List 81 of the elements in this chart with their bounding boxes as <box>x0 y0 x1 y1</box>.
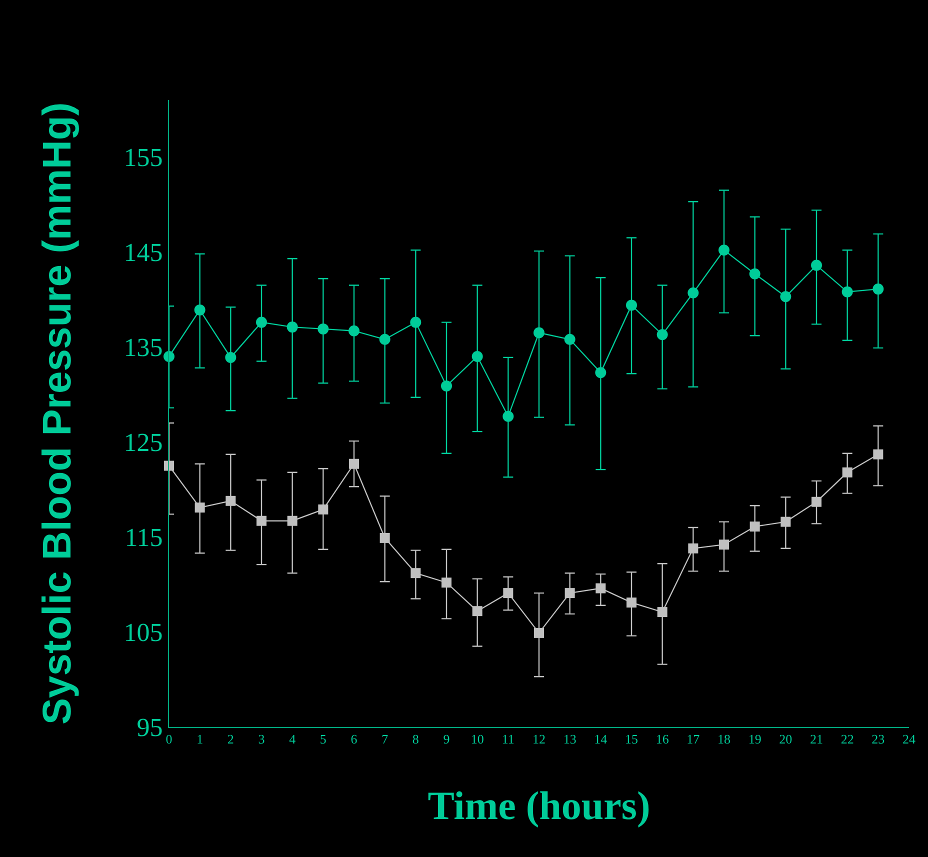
point <box>596 583 606 594</box>
point <box>811 260 822 271</box>
point <box>842 286 853 298</box>
x-tick-label: 0 <box>166 732 172 747</box>
y-tick-label: 105 <box>124 618 163 648</box>
point <box>164 460 174 471</box>
point <box>194 502 205 513</box>
x-tick-label: 23 <box>872 732 885 747</box>
y-tick-label: 135 <box>124 333 163 362</box>
point <box>410 316 422 328</box>
point <box>595 367 606 378</box>
x-tick-label: 10 <box>470 732 484 747</box>
y-tick-label: 95 <box>136 713 163 742</box>
x-tick-label: 8 <box>412 732 419 747</box>
point <box>719 540 729 550</box>
x-tick-label: 11 <box>502 732 514 747</box>
point <box>380 532 390 543</box>
point <box>688 287 699 298</box>
point <box>256 516 266 526</box>
x-tick-label: 6 <box>350 732 358 747</box>
point <box>812 496 822 507</box>
point <box>287 516 298 526</box>
point <box>780 516 791 527</box>
point <box>441 380 452 392</box>
point <box>873 449 884 460</box>
x-tick-label: 18 <box>718 732 730 747</box>
point <box>379 334 390 345</box>
x-tick-label: 2 <box>227 732 234 747</box>
x-axis-title: Time (hours) <box>428 783 650 828</box>
y-tick-label: 145 <box>124 238 163 268</box>
point <box>226 496 236 506</box>
point <box>349 458 359 469</box>
point <box>626 300 637 311</box>
x-tick-label: 7 <box>382 732 389 747</box>
point <box>718 244 730 256</box>
point <box>410 568 421 578</box>
point <box>749 268 760 280</box>
y-axis-title: Systolic Blood Pressure (mmHg) <box>35 102 80 725</box>
x-tick-label: 21 <box>810 732 823 747</box>
y-tick-label: 125 <box>124 428 163 458</box>
point <box>442 578 452 588</box>
point <box>564 334 576 345</box>
point <box>534 327 544 338</box>
x-tick-label: 9 <box>443 732 450 747</box>
x-tick-label: 5 <box>320 732 326 747</box>
x-tick-label: 16 <box>656 732 670 747</box>
x-tick-label: 3 <box>258 732 265 747</box>
point <box>318 504 328 514</box>
point <box>225 352 236 363</box>
point <box>564 588 575 598</box>
x-tick-label: 24 <box>902 732 916 747</box>
point <box>534 628 544 638</box>
x-tick-label: 1 <box>196 732 204 747</box>
point <box>472 606 482 616</box>
x-tick-label: 17 <box>686 732 700 747</box>
y-tick-label: 155 <box>124 143 163 172</box>
x-tick-label: 22 <box>840 732 854 747</box>
point <box>502 410 514 422</box>
x-tick-label: 14 <box>594 732 608 747</box>
point <box>256 316 267 328</box>
point <box>872 284 884 295</box>
point <box>472 351 483 362</box>
point <box>503 588 514 598</box>
point <box>318 323 329 334</box>
x-tick-label: 20 <box>779 732 792 747</box>
x-tick-label: 4 <box>289 732 296 747</box>
point <box>842 467 852 478</box>
point <box>656 329 668 340</box>
point <box>348 325 360 336</box>
point <box>750 522 760 532</box>
x-tick-label: 13 <box>563 732 576 747</box>
y-tick-label: 115 <box>124 523 163 552</box>
point <box>688 543 698 554</box>
point <box>286 322 298 333</box>
point <box>626 598 636 608</box>
point <box>780 291 792 302</box>
x-tick-label: 12 <box>532 732 546 747</box>
x-tick-label: 15 <box>625 732 638 747</box>
point <box>194 304 206 316</box>
x-tick-label: 19 <box>748 732 762 747</box>
point <box>657 607 668 618</box>
